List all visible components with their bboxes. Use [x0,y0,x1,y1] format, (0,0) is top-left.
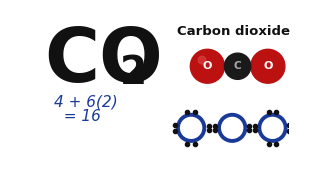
Text: 4 + 6(2): 4 + 6(2) [54,95,118,110]
Text: CO: CO [44,25,163,98]
Text: C: C [234,61,241,71]
Text: 2: 2 [120,54,147,92]
Text: O: O [203,61,212,71]
Circle shape [224,53,251,79]
Circle shape [198,56,206,64]
Text: = 16: = 16 [54,109,101,124]
Text: O: O [263,61,273,71]
Text: Carbon dioxide: Carbon dioxide [177,25,290,38]
Circle shape [251,49,285,83]
Circle shape [190,49,224,83]
